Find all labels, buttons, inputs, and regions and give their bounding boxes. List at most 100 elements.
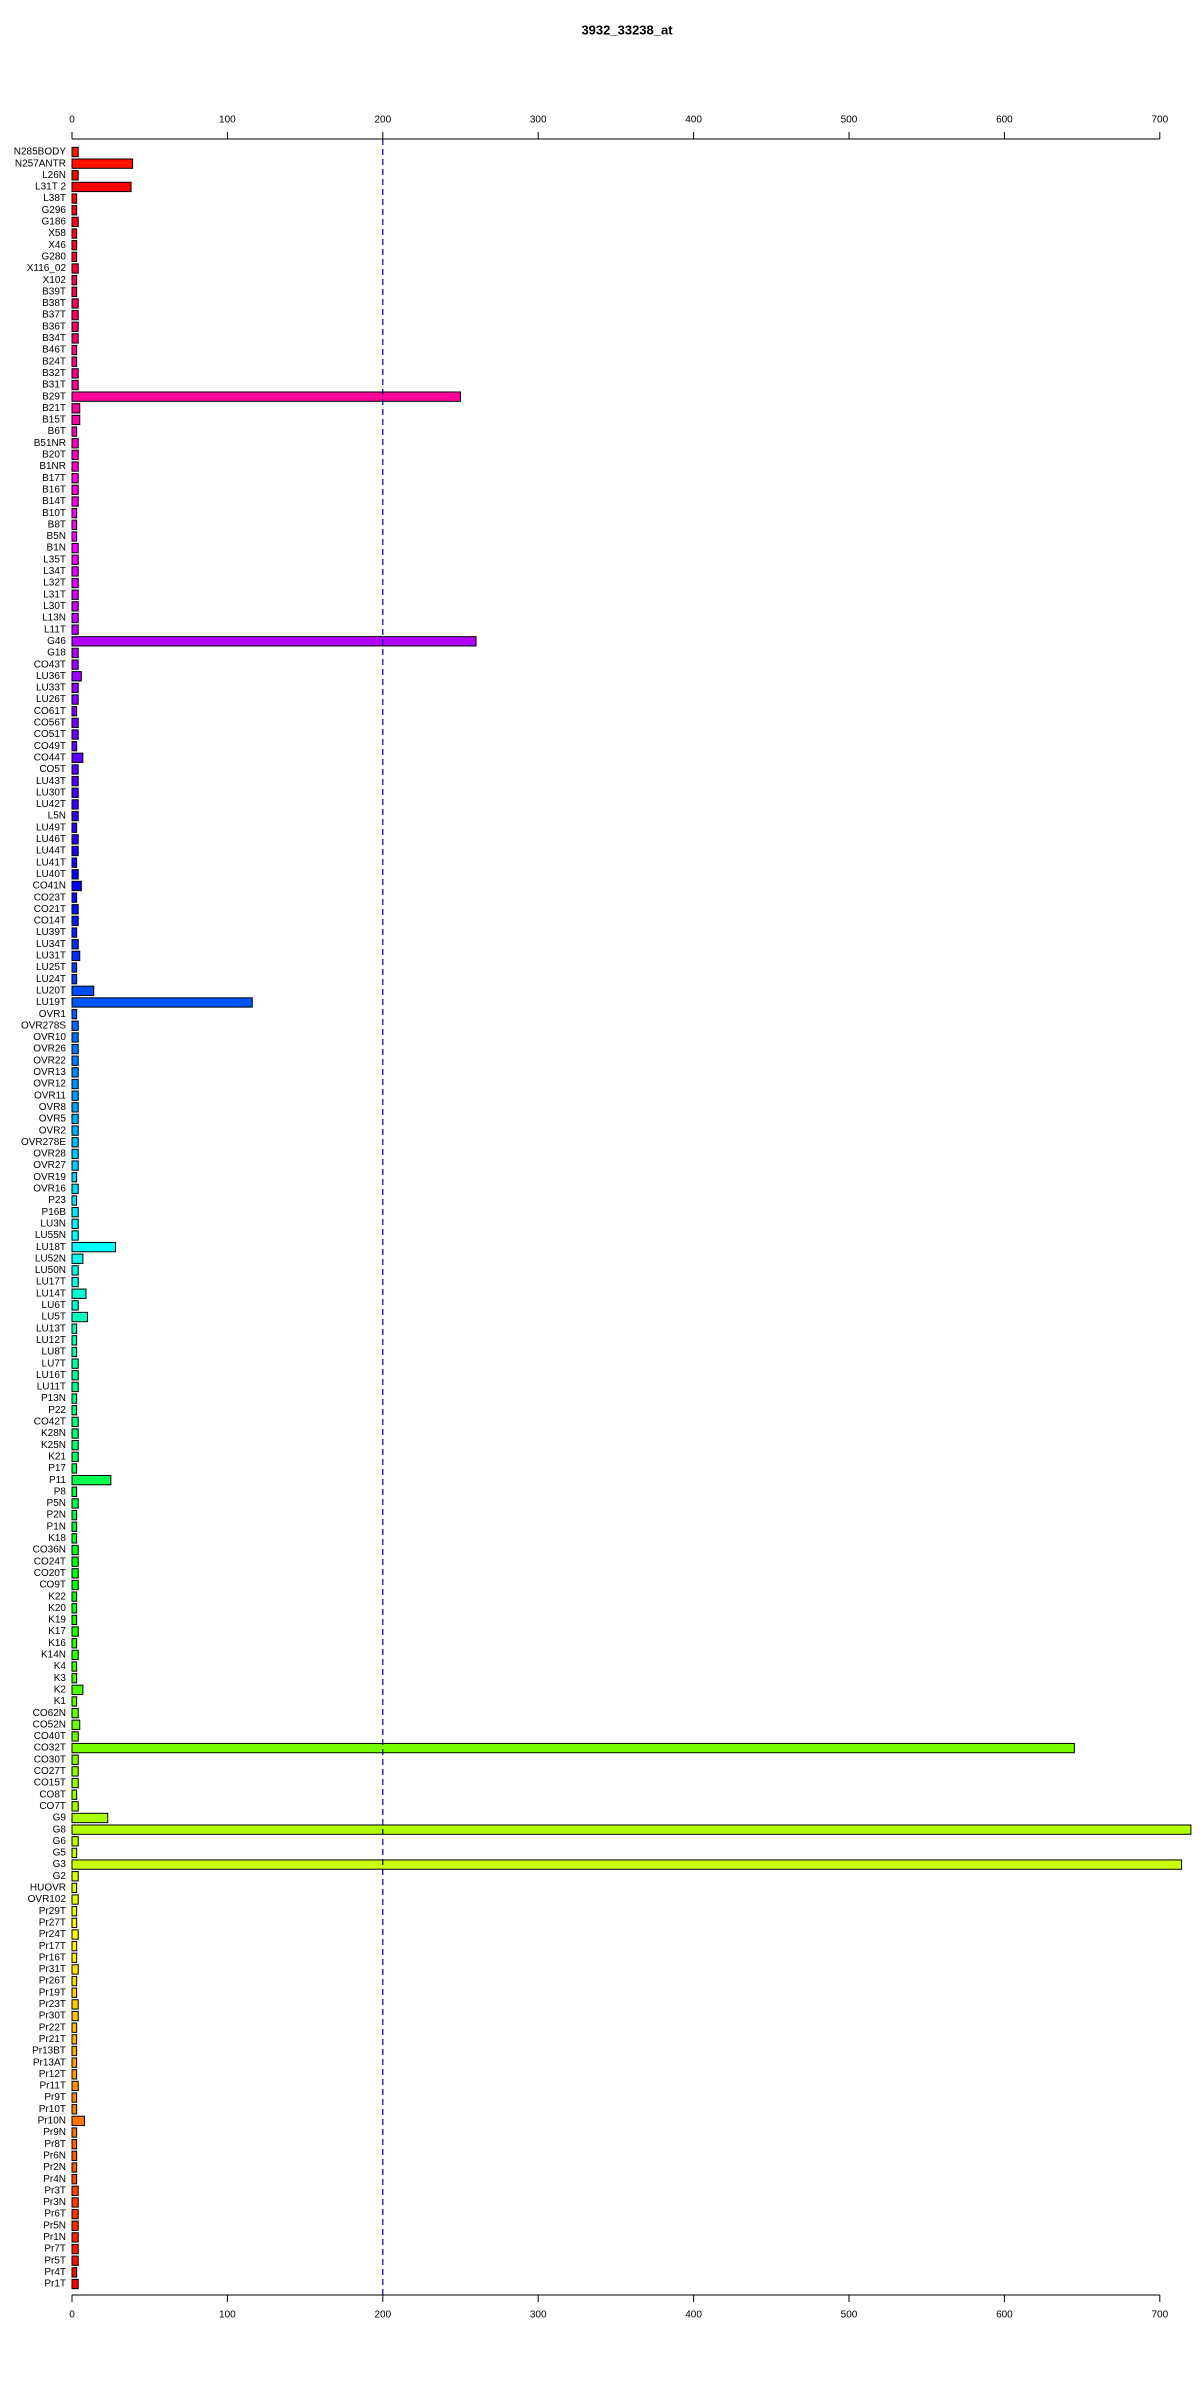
bar [71,845,79,857]
bar [71,461,79,472]
y-tick-label: Pr1T [44,2279,66,2290]
bar [71,2080,79,2092]
x-tick-label: 400 [685,115,702,126]
y-tick-label: Pr23T [39,1999,66,2010]
bar [71,1090,79,1101]
y-tick-label: HUOVR [30,1883,66,1894]
y-tick-label: K16 [48,1638,66,1649]
bar [71,2045,78,2057]
y-tick-label: K2 [54,1684,67,1695]
y-tick-label: Pr9N [43,2127,66,2138]
y-tick-label: X116_02 [27,263,67,274]
y-tick-label: B31T [42,380,66,391]
y-tick-label: L30T [43,601,66,612]
bar [71,787,79,798]
y-tick-label: X102 [43,275,67,286]
y-tick-label: P11 [49,1475,66,1486]
bar [71,1742,1075,1754]
y-tick-label: Pr27T [39,1917,66,1928]
bar [71,997,253,1008]
bar [71,414,81,426]
y-tick-label: LU33T [36,683,66,694]
bar [71,542,79,554]
bar [71,869,79,880]
y-tick-label: CO24T [34,1556,66,1567]
bar [71,251,78,263]
bar [71,1218,79,1229]
y-tick-label: LU12T [36,1335,66,1346]
y-tick-label: CO49T [34,741,66,752]
y-tick-label: K21 [48,1451,66,1462]
bar [71,1568,79,1579]
bar [71,1940,78,1952]
y-tick-label: LU20T [36,985,66,996]
y-tick-label: LU40T [36,869,66,880]
y-tick-label: CO7T [39,1801,66,1812]
bar [71,240,78,251]
bar [71,391,462,402]
bar [71,1684,84,1695]
bar [71,694,79,705]
bar [71,2092,78,2103]
bar [71,507,78,519]
bar [71,1544,79,1556]
bar [71,554,79,565]
bar [71,2127,78,2138]
y-tick-label: L13N [42,613,66,624]
bar [71,2057,78,2068]
y-tick-label: B51NR [34,438,66,449]
y-tick-label: LU18T [36,1242,66,1253]
x-tick-label: 0 [69,2310,75,2321]
y-tick-label: Pr21T [39,2034,66,2045]
bar [71,1603,78,1614]
bar [71,333,79,344]
bar [71,1964,79,1975]
bar [71,880,82,892]
bar [71,205,78,216]
y-tick-label: CO62N [33,1708,66,1719]
bar [71,1265,79,1276]
y-tick-label: LU17T [36,1277,66,1288]
bar [71,1731,79,1742]
bar [71,1346,78,1358]
y-tick-label: LU25T [36,962,66,973]
bar [71,717,79,729]
y-tick-label: Pr13AT [33,2057,66,2068]
bar [71,647,79,659]
y-tick-label: Pr13BT [32,2046,66,2057]
bar [71,659,79,670]
y-tick-label: G3 [53,1859,67,1870]
bar [71,368,79,379]
y-tick-label: LU42T [36,799,66,810]
y-tick-label: Pr8T [44,2139,66,2150]
x-tick-label: 500 [841,2310,858,2321]
bar [71,1533,78,1544]
x-tick-label: 700 [1151,2310,1168,2321]
bar [71,1230,79,1241]
y-tick-label: CO9T [39,1580,66,1591]
bar [71,403,81,414]
y-tick-label: LU34T [36,939,66,950]
bar [71,752,84,763]
x-tick-label: 200 [374,115,391,126]
bar [71,1113,79,1125]
chart-title: 3932_33238_at [581,22,673,37]
y-tick-label: L34T [43,566,66,577]
bar [71,2255,79,2266]
bar [71,2022,78,2033]
y-tick-label: LU44T [36,846,66,857]
bar [71,2197,79,2208]
y-tick-label: OVR13 [33,1067,66,1078]
y-tick-label: Pr10N [38,2116,66,2127]
y-tick-label: OVR102 [28,1894,67,1905]
bar [71,1172,78,1183]
y-tick-label: Pr29T [39,1906,66,1917]
bar [71,356,78,367]
bar [71,764,79,775]
y-tick-label: Pr31T [39,1964,66,1975]
y-tick-label: B32T [42,368,66,379]
bar [71,682,79,694]
y-tick-label: OVR2 [39,1125,67,1136]
y-tick-label: OVR278E [21,1137,66,1148]
